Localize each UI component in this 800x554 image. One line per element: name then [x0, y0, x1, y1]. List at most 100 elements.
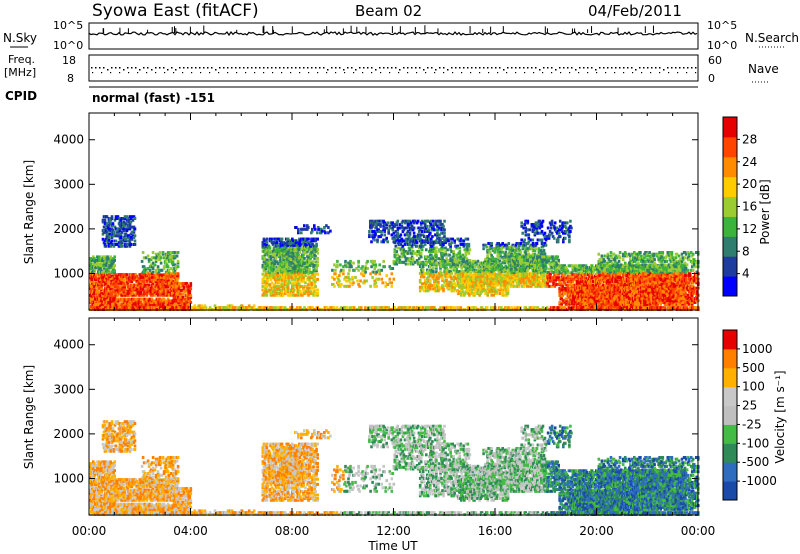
freq-dot	[483, 67, 485, 69]
freq-dot	[463, 67, 465, 69]
echo-cell	[160, 256, 163, 259]
freq-dot	[499, 67, 501, 69]
freq-dot	[287, 67, 289, 69]
echo-cell	[162, 251, 165, 254]
nave-dot	[569, 72, 570, 73]
freq-dot	[647, 67, 649, 69]
freq-dot	[223, 67, 225, 69]
freq-dot	[439, 67, 441, 69]
freq-dot	[631, 67, 633, 69]
nave-dot	[578, 72, 579, 73]
nsearch-label: N.Search	[745, 31, 799, 45]
freq-dot	[515, 67, 517, 69]
noise-tick-left-top: 10^5	[53, 19, 83, 32]
freq-dot	[179, 67, 181, 69]
nave-dot	[218, 72, 219, 73]
freq-dot	[175, 69, 177, 71]
nave-dot	[155, 72, 156, 73]
freq-dot	[207, 67, 209, 69]
nave-dot	[632, 72, 633, 73]
echo-cell	[115, 240, 118, 243]
nave-dot	[443, 72, 444, 73]
echo-cell	[111, 215, 114, 218]
nave-dot	[164, 72, 165, 73]
noise-sky-line	[89, 32, 697, 35]
echo-cell	[156, 276, 159, 279]
freq-dot	[391, 67, 393, 69]
freq-dot	[291, 67, 293, 69]
freq-dot	[171, 67, 173, 69]
echo-cell	[190, 287, 193, 290]
freq-dot	[139, 69, 141, 71]
noise-tick-right-top: 10^5	[707, 19, 737, 32]
echo-cell	[149, 269, 152, 272]
freq-dot	[119, 67, 121, 69]
echo-cell	[113, 231, 116, 234]
echo-cell	[113, 264, 116, 267]
beam-title: Beam 02	[355, 2, 422, 20]
freq-dot	[143, 67, 145, 69]
freq-dot	[251, 67, 253, 69]
freq-dot	[283, 67, 285, 69]
nave-dot	[290, 72, 291, 73]
nave-dot	[398, 72, 399, 73]
freq-dot	[267, 67, 269, 69]
nave-dot	[326, 72, 327, 73]
freq-dot	[151, 69, 153, 71]
freq-dot	[687, 67, 689, 69]
freq-dot	[547, 67, 549, 69]
echo-cell	[147, 255, 150, 258]
nave-dot	[668, 72, 669, 73]
freq-dot	[455, 67, 457, 69]
freq-dot	[331, 67, 333, 69]
freq-dot	[475, 67, 477, 69]
nave-dot	[470, 72, 471, 73]
freq-dot	[667, 67, 669, 69]
echo-cell	[152, 251, 155, 254]
nave-dot	[461, 72, 462, 73]
freq-dot	[215, 69, 217, 71]
nave-label: Nave	[748, 62, 779, 76]
nave-dot	[488, 72, 489, 73]
nave-dot	[677, 72, 678, 73]
echo-cell	[269, 246, 272, 249]
freq-dot	[619, 67, 621, 69]
freq-dot	[335, 67, 337, 69]
nave-dot	[605, 72, 606, 73]
freq-dot	[343, 69, 345, 71]
nave-dot	[452, 72, 453, 73]
freq-dot	[487, 67, 489, 69]
noise-tick-right-bottom: 10^0	[707, 39, 737, 52]
freq-dot	[419, 67, 421, 69]
freq-dot	[435, 69, 437, 71]
nave-dot	[542, 72, 543, 73]
freq-dot	[611, 67, 613, 69]
nave-dot	[506, 72, 507, 73]
date-title: 04/Feb/2011	[588, 2, 682, 20]
nave-dot	[308, 72, 309, 73]
nave-dot	[434, 72, 435, 73]
freq-label-line2: [MHz]	[4, 66, 36, 79]
echo-cell	[113, 259, 116, 262]
freq-dot	[603, 67, 605, 69]
nave-dot	[272, 72, 273, 73]
freq-dot	[591, 67, 593, 69]
nave-dot	[191, 72, 192, 73]
nave-dot	[362, 72, 363, 73]
freq-dot	[663, 69, 665, 71]
freq-dot	[247, 67, 249, 69]
freq-dot	[387, 67, 389, 69]
echo-cell	[122, 278, 125, 281]
echo-cell	[159, 251, 162, 254]
freq-dot	[643, 67, 645, 69]
nave-dot	[146, 72, 147, 73]
noise-trace	[89, 25, 697, 35]
freq-dot	[599, 67, 601, 69]
echo-cell	[154, 263, 157, 266]
freq-dot	[607, 67, 609, 69]
freq-dot	[339, 67, 341, 69]
nave-dot	[425, 72, 426, 73]
nave-dot	[371, 72, 372, 73]
freq-dot	[563, 67, 565, 69]
freq-dot	[363, 67, 365, 69]
